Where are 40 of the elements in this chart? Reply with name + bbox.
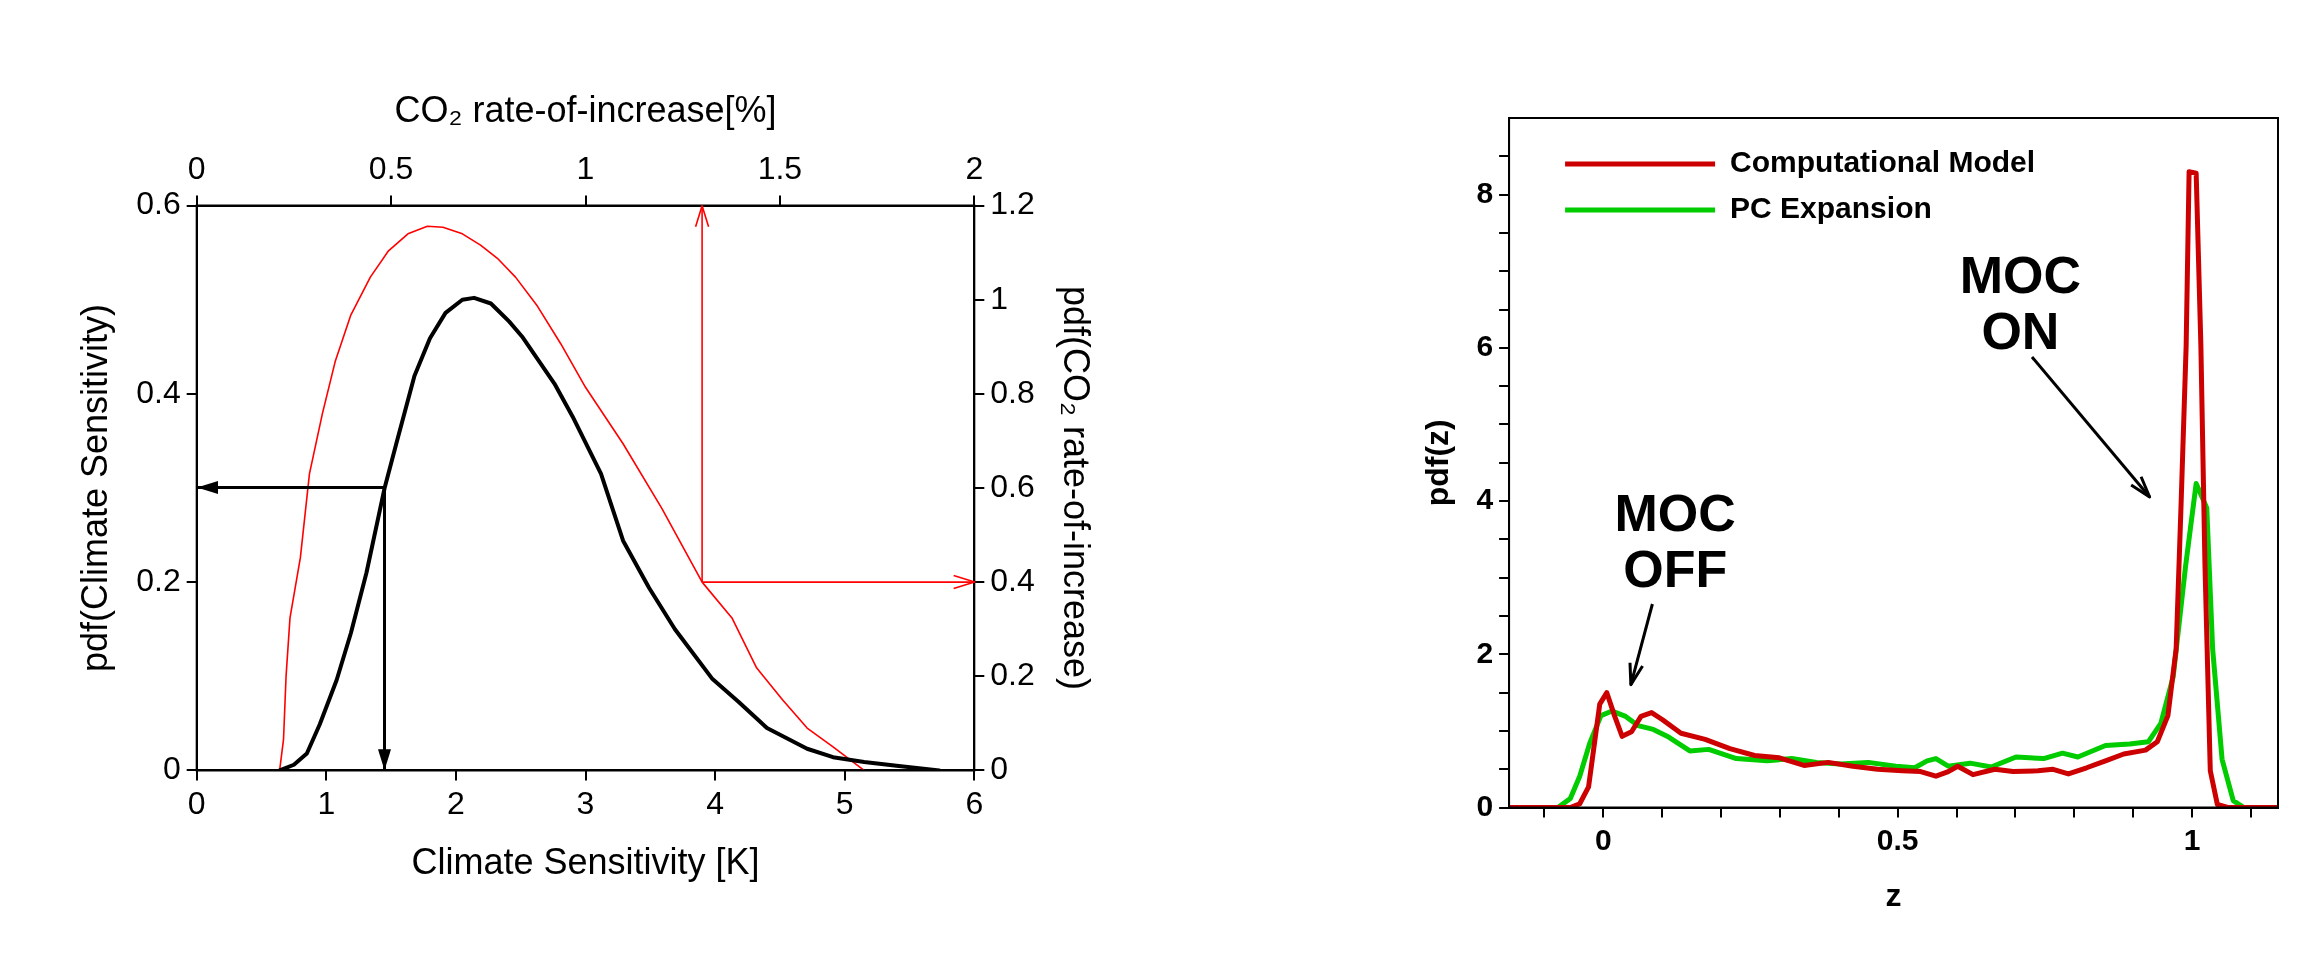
y2-tick-label: 1: [990, 279, 1009, 316]
y2-tick-label: 0: [990, 750, 1009, 787]
x2-tick-label: 2: [965, 150, 984, 187]
y2-tick-label: 1.2: [990, 185, 1035, 222]
y-tick-label: 0.2: [136, 561, 181, 598]
y2-tick-label: 0.4: [990, 561, 1035, 598]
y2-tick-label: 0.2: [990, 656, 1035, 693]
x2-tick-label: 0: [187, 150, 206, 187]
x-tick-label: 3: [576, 785, 595, 822]
y-tick-label: 2: [1476, 635, 1494, 669]
x2-tick-label: 1: [576, 150, 595, 187]
x-tick-label: 1: [2183, 822, 2201, 856]
y2-tick-label: 0.8: [990, 373, 1035, 410]
x-tick-label: 1: [317, 785, 336, 822]
x2-tick-label: 1.5: [757, 150, 803, 187]
x-axis-title: z: [1885, 876, 1902, 913]
annotation: MOC ON: [1959, 246, 2082, 361]
x-tick-label: 6: [965, 785, 984, 822]
x-tick-label: 5: [835, 785, 854, 822]
x-axis-title: Climate Sensitivity [K]: [411, 841, 760, 883]
x-tick-label: 0: [187, 785, 206, 822]
y2-tick-label: 0.6: [990, 467, 1035, 504]
y-axis-title: pdf(z): [1419, 419, 1456, 507]
y-axis-title: pdf(Climate Sensitivity): [73, 303, 115, 673]
y-tick-label: 4: [1476, 482, 1494, 516]
legend-label: PC Expansion: [1730, 191, 1932, 225]
y-tick-label: 0.4: [136, 373, 181, 410]
y-tick-label: 8: [1476, 175, 1494, 209]
x-tick-label: 0: [1594, 822, 1612, 856]
y2-axis-title: pdf(CO₂ rate-of-increase): [1056, 285, 1098, 691]
x-tick-label: 0.5: [1876, 822, 1919, 856]
y-tick-label: 6: [1476, 329, 1494, 363]
y-tick-label: 0: [162, 750, 181, 787]
x2-tick-label: 0.5: [368, 150, 414, 187]
legend-label: Computational Model: [1730, 145, 2036, 179]
x-tick-label: 2: [447, 785, 465, 822]
annotation: MOC OFF: [1614, 483, 1736, 598]
y-tick-label: 0.6: [136, 185, 181, 222]
x2-axis-title: CO₂ rate-of-increase[%]: [394, 88, 777, 130]
x-tick-label: 4: [706, 785, 724, 822]
